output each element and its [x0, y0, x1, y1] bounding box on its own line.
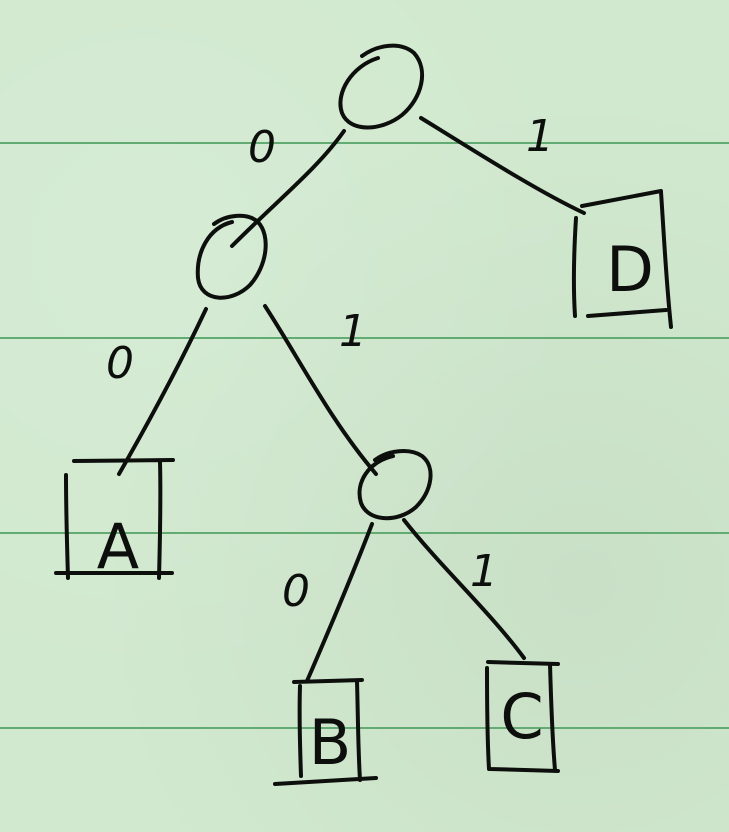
leaf-label-c: C — [500, 680, 543, 753]
leaf-label-b: B — [309, 706, 352, 779]
leaf-label-a: A — [97, 510, 139, 583]
edge-label-bottom-left: 0 — [282, 566, 310, 617]
edge-left-to-bottom — [263, 304, 378, 476]
leaf-box-d — [571, 189, 673, 329]
edge-label-bottom-right: 1 — [470, 546, 498, 597]
edge-label-root-right: 1 — [526, 111, 554, 162]
edge-left-to-a — [117, 307, 208, 476]
leaf-box-c — [485, 660, 560, 773]
edge-root-right — [419, 116, 586, 215]
leaf-label-d: D — [606, 233, 654, 306]
edge-label-left-right: 1 — [339, 306, 367, 357]
edge-label-root-left: 0 — [248, 122, 276, 173]
root-node — [338, 43, 424, 130]
leaf-box-a — [54, 458, 175, 580]
edge-root-left — [230, 129, 346, 248]
internal-node-bottom — [357, 449, 433, 521]
edge-bottom-to-b — [305, 522, 374, 683]
leaf-box-b — [273, 678, 378, 786]
internal-node-left — [195, 213, 268, 300]
edge-bottom-to-c — [402, 518, 526, 660]
edge-label-left-left: 0 — [106, 338, 134, 389]
